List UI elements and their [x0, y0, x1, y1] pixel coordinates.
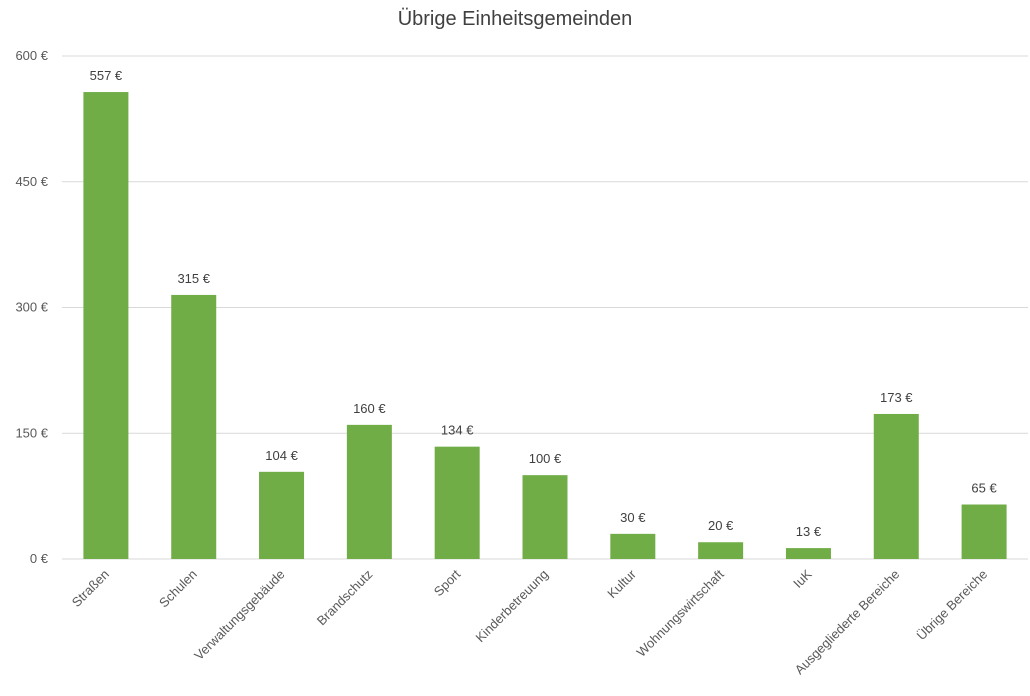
bar [785, 548, 831, 559]
y-tick-label: 450 € [15, 174, 48, 189]
data-label: 104 € [265, 448, 298, 463]
data-label: 173 € [880, 390, 913, 405]
category-label: Brandschutz [314, 567, 376, 629]
bar [434, 446, 480, 559]
category-label: Sport [431, 566, 464, 599]
category-label: Übrige Bereiche [914, 567, 991, 644]
bar [83, 92, 129, 559]
bar [961, 504, 1007, 559]
data-label: 100 € [529, 451, 562, 466]
category-label: Straßen [69, 567, 112, 610]
data-label: 315 € [177, 271, 210, 286]
category-label: Kinderbetreuung [473, 567, 552, 646]
data-label: 557 € [90, 68, 123, 83]
bar [698, 542, 744, 559]
data-label: 20 € [708, 518, 734, 533]
y-tick-label: 300 € [15, 300, 48, 315]
y-tick-label: 600 € [15, 48, 48, 63]
y-tick-label: 0 € [30, 551, 49, 566]
category-label: Kultur [604, 566, 639, 601]
category-label: Schulen [156, 567, 200, 611]
bar [346, 424, 392, 559]
data-label: 13 € [796, 524, 822, 539]
data-label: 65 € [971, 481, 997, 496]
data-label: 30 € [620, 510, 646, 525]
bar [259, 471, 305, 559]
bar [610, 533, 656, 559]
category-label: Wohnungswirtschaft [634, 566, 727, 659]
data-label: 160 € [353, 401, 386, 416]
data-label: 134 € [441, 423, 474, 438]
category-label: Verwaltungsgebäude [191, 567, 287, 663]
bar [522, 475, 568, 559]
y-tick-label: 150 € [15, 425, 48, 440]
bar [171, 294, 217, 559]
category-label: IuK [790, 566, 815, 591]
bar [873, 413, 919, 559]
chart-title: Übrige Einheitsgemeinden [397, 8, 633, 30]
